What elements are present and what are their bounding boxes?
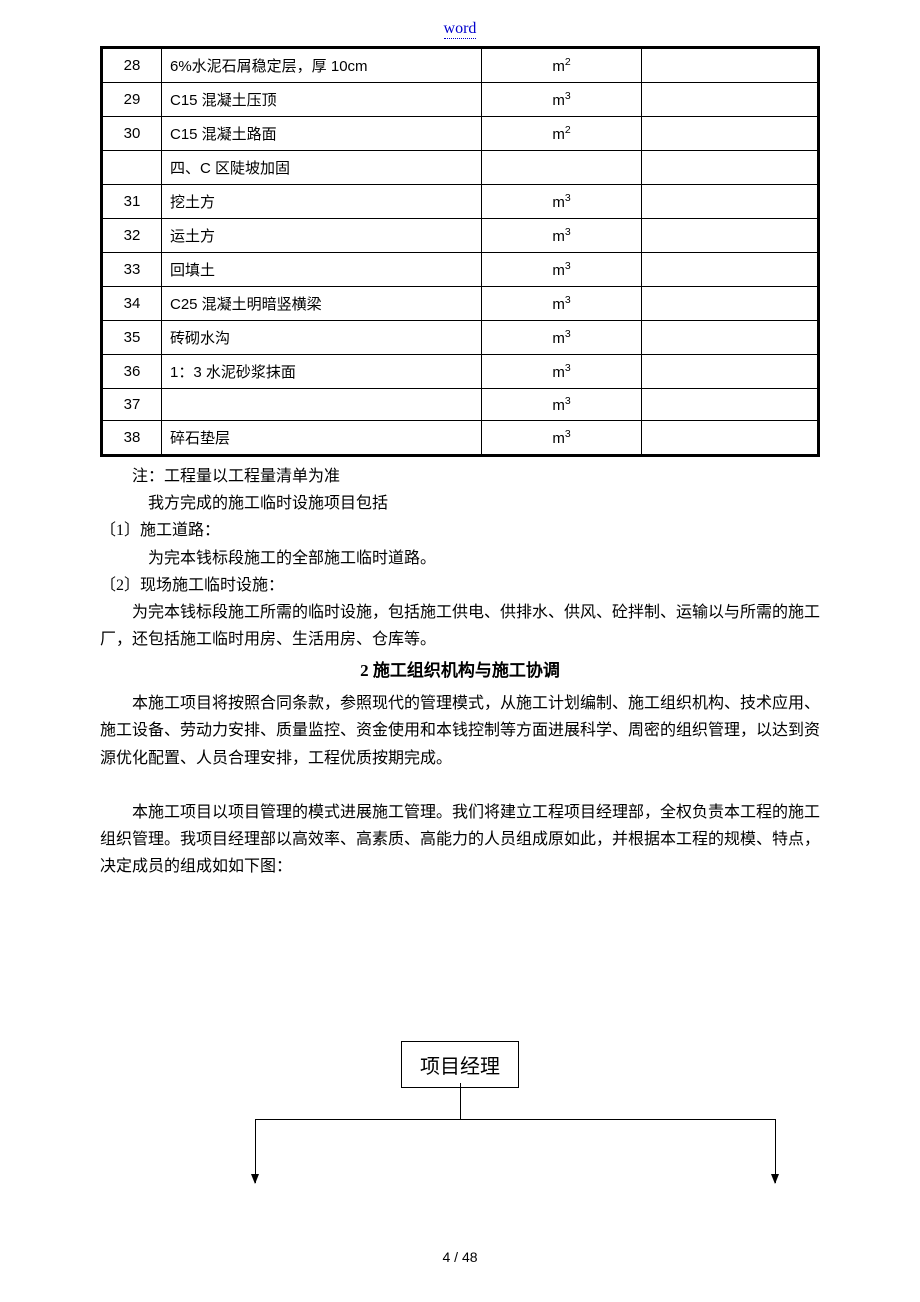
row-unit: m3 xyxy=(482,253,642,287)
header-word-link: word xyxy=(100,20,820,38)
row-description: 6%水泥石屑稳定层，厚 10cm xyxy=(162,48,482,83)
row-blank xyxy=(642,421,819,456)
word-label: word xyxy=(444,20,477,39)
row-blank xyxy=(642,151,819,185)
item-2-body: 为完本钱标段施工所需的临时设施，包括施工供电、供排水、供风、砼拌制、运输以与所需… xyxy=(100,599,820,653)
row-unit: m3 xyxy=(482,389,642,421)
row-number: 35 xyxy=(102,321,162,355)
row-description: C15 混凝土压顶 xyxy=(162,83,482,117)
page-footer: 4 / 48 xyxy=(100,1249,820,1265)
table-row: 32运土方m3 xyxy=(102,219,819,253)
row-blank xyxy=(642,355,819,389)
table-row: 29C15 混凝土压顶m3 xyxy=(102,83,819,117)
connector-vertical xyxy=(460,1083,461,1119)
row-description: 挖土方 xyxy=(162,185,482,219)
row-description: C25 混凝土明暗竖横梁 xyxy=(162,287,482,321)
row-blank xyxy=(642,321,819,355)
item-1-body: 为完本钱标段施工的全部施工临时道路。 xyxy=(100,545,820,572)
table-row: 37 m3 xyxy=(102,389,819,421)
row-unit: m3 xyxy=(482,421,642,456)
row-unit: m3 xyxy=(482,185,642,219)
section-2-title: 2 施工组织机构与施工协调 xyxy=(100,657,820,686)
row-number: 32 xyxy=(102,219,162,253)
note-line-1: 注：工程量以工程量清单为准 xyxy=(100,463,820,490)
row-blank xyxy=(642,389,819,421)
row-unit: m3 xyxy=(482,355,642,389)
row-description: 1：3 水泥砂浆抹面 xyxy=(162,355,482,389)
row-description: 回填土 xyxy=(162,253,482,287)
row-blank xyxy=(642,253,819,287)
row-unit: m2 xyxy=(482,117,642,151)
item-2-label: 〔2〕现场施工临时设施： xyxy=(100,572,820,599)
row-description: 运土方 xyxy=(162,219,482,253)
table-row: 38碎石垫层m3 xyxy=(102,421,819,456)
connector-horizontal xyxy=(255,1119,776,1120)
row-blank xyxy=(642,83,819,117)
item-1-label: 〔1〕施工道路： xyxy=(100,517,820,544)
row-number: 38 xyxy=(102,421,162,456)
table-row: 31挖土方m3 xyxy=(102,185,819,219)
org-chart: 项目经理 xyxy=(100,1041,820,1221)
row-blank xyxy=(642,117,819,151)
table-row: 30C15 混凝土路面m2 xyxy=(102,117,819,151)
row-blank xyxy=(642,287,819,321)
table-row: 35砖砌水沟m3 xyxy=(102,321,819,355)
row-number: 37 xyxy=(102,389,162,421)
row-unit xyxy=(482,151,642,185)
document-page: word 286%水泥石屑稳定层，厚 10cmm229C15 混凝土压顶m330… xyxy=(0,20,920,1265)
row-description: 砖砌水沟 xyxy=(162,321,482,355)
row-number: 30 xyxy=(102,117,162,151)
body-text: 注：工程量以工程量清单为准 我方完成的施工临时设施项目包括 〔1〕施工道路： 为… xyxy=(100,463,820,881)
table-row: 34C25 混凝土明暗竖横梁m3 xyxy=(102,287,819,321)
row-description: 四、C 区陡坡加固 xyxy=(162,151,482,185)
row-blank xyxy=(642,219,819,253)
row-description: 碎石垫层 xyxy=(162,421,482,456)
row-blank xyxy=(642,48,819,83)
row-unit: m3 xyxy=(482,219,642,253)
row-description xyxy=(162,389,482,421)
row-number: 34 xyxy=(102,287,162,321)
row-number: 31 xyxy=(102,185,162,219)
section-2-para-2: 本施工项目以项目管理的模式进展施工管理。我们将建立工程项目经理部，全权负责本工程… xyxy=(100,799,820,881)
table-row: 286%水泥石屑稳定层，厚 10cmm2 xyxy=(102,48,819,83)
row-unit: m3 xyxy=(482,287,642,321)
table-row: 四、C 区陡坡加固 xyxy=(102,151,819,185)
row-number: 28 xyxy=(102,48,162,83)
row-number: 36 xyxy=(102,355,162,389)
row-number xyxy=(102,151,162,185)
section-2-para-1: 本施工项目将按照合同条款，参照现代的管理模式，从施工计划编制、施工组织机构、技术… xyxy=(100,690,820,772)
row-description: C15 混凝土路面 xyxy=(162,117,482,151)
row-unit: m3 xyxy=(482,83,642,117)
arrow-right xyxy=(775,1119,776,1183)
row-unit: m3 xyxy=(482,321,642,355)
table-row: 33回填土m3 xyxy=(102,253,819,287)
arrow-left xyxy=(255,1119,256,1183)
quantities-table: 286%水泥石屑稳定层，厚 10cmm229C15 混凝土压顶m330C15 混… xyxy=(100,46,820,457)
row-unit: m2 xyxy=(482,48,642,83)
row-number: 33 xyxy=(102,253,162,287)
row-blank xyxy=(642,185,819,219)
note-line-2: 我方完成的施工临时设施项目包括 xyxy=(100,490,820,517)
project-manager-node: 项目经理 xyxy=(401,1041,519,1088)
table-row: 361：3 水泥砂浆抹面m3 xyxy=(102,355,819,389)
row-number: 29 xyxy=(102,83,162,117)
